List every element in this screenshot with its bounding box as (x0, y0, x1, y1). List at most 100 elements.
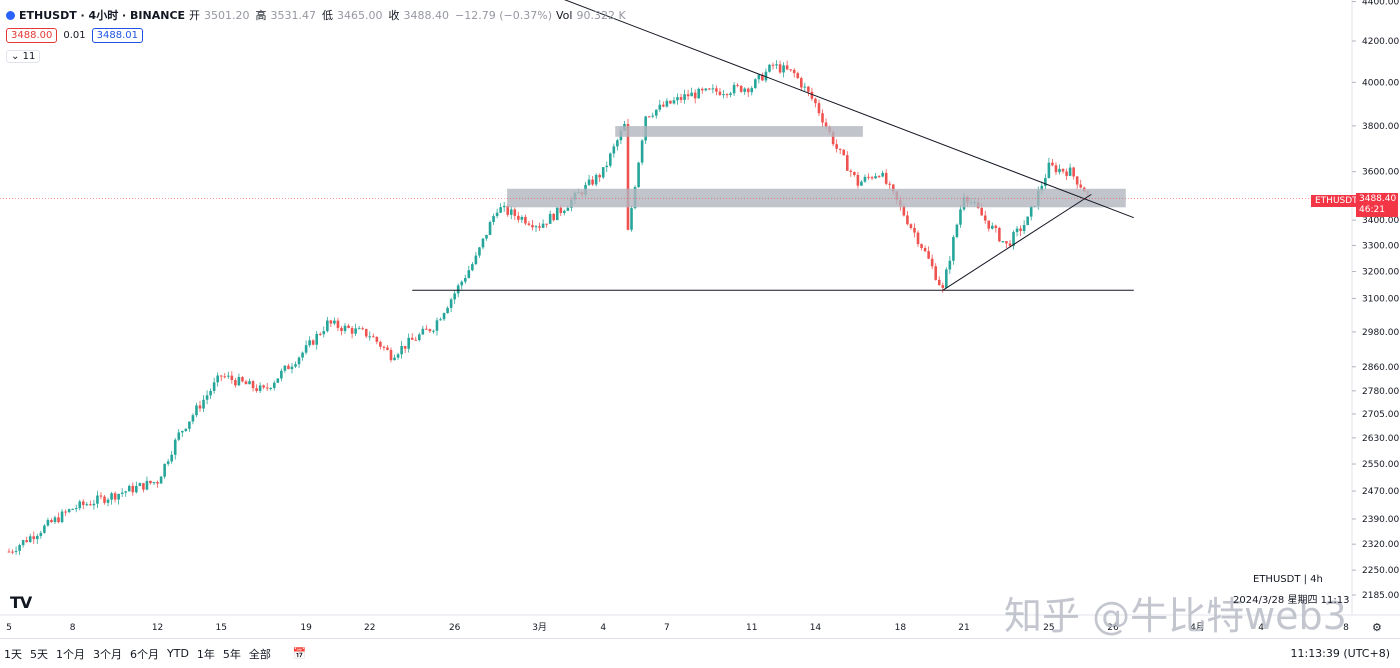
candle-body (492, 216, 495, 223)
sell-button[interactable]: 3488.00 (6, 28, 58, 43)
candle-body (722, 94, 725, 96)
candle-body (142, 483, 145, 490)
candle-body (212, 382, 216, 391)
time-tick-label: 12 (152, 623, 163, 633)
symbol-price-tag: ETHUSDT (1311, 195, 1362, 207)
candle-body (520, 216, 524, 220)
candle-body (255, 388, 258, 392)
candle-body (421, 328, 425, 335)
candle-body (676, 97, 679, 101)
candle-body (50, 519, 53, 523)
candle-body (658, 104, 662, 110)
candle-body (870, 177, 874, 179)
candle-body (209, 390, 212, 396)
candle-body (842, 149, 846, 156)
candle-body (662, 104, 665, 107)
time-axis: 5 8 12 15 19 22 26 3月 4 7 11 14 18 21 25 26 4月 4 8 (0, 614, 1400, 633)
candle-body (1079, 184, 1083, 188)
range-1y[interactable]: 1年 (196, 647, 215, 661)
last-price: 3488.40 (1359, 194, 1397, 204)
price-tick-label: 2550.00 (1362, 460, 1399, 470)
candle-body (594, 174, 598, 185)
range-all[interactable]: 全部 (248, 647, 271, 661)
candle-body (1072, 167, 1075, 177)
candle-body (435, 320, 439, 331)
candle-body (534, 226, 538, 228)
time-tick-label: 19 (300, 623, 312, 633)
bar-countdown: 46:21 (1359, 205, 1385, 215)
time-tick-label: 8 (1343, 623, 1349, 633)
candle-body (952, 237, 955, 261)
candle-body (920, 244, 923, 249)
candle-body (223, 376, 227, 378)
candle-body (746, 88, 750, 93)
gear-icon[interactable]: ⚙ (1372, 621, 1382, 634)
candle-body (372, 336, 375, 338)
candle-body (53, 517, 57, 523)
time-tick-label: 26 (449, 623, 461, 633)
candle-body (25, 540, 28, 543)
price-tick-label: 4200.00 (1362, 37, 1399, 47)
candle-body (877, 176, 881, 178)
candle-body (669, 100, 672, 104)
candle-body (124, 491, 128, 493)
candle-body (881, 172, 884, 177)
high-value: 3531.47 (270, 8, 317, 22)
candle-body (241, 377, 244, 382)
candle-body (587, 179, 591, 185)
symbol-title[interactable]: ETHUSDT · 4小时 · BINANCE (19, 9, 186, 22)
candle-body (290, 366, 294, 370)
clock: 11:13:39 (UTC+8) (1290, 647, 1390, 660)
candle-body (287, 365, 290, 370)
watermark-date: 2024/3/28 星期四 11:13 (1233, 595, 1350, 606)
range-6m[interactable]: 6个月 (130, 647, 159, 661)
calendar-icon[interactable]: 📅 (292, 647, 307, 660)
price-tick-label: 3600.00 (1362, 168, 1399, 178)
candle-body (400, 345, 403, 355)
range-3m[interactable]: 3个月 (93, 647, 122, 661)
range-5d[interactable]: 5天 (30, 647, 48, 661)
candle-body (368, 336, 372, 338)
candle-body (782, 65, 785, 73)
candle-body (202, 399, 205, 409)
tradingview-logo-icon[interactable]: TV (10, 593, 32, 612)
candle-body (697, 88, 701, 99)
spread-value: 0.01 (63, 30, 86, 41)
support-zone (507, 188, 1126, 208)
candle-body (566, 207, 570, 211)
time-tick-label: 21 (958, 623, 969, 633)
candle-body (318, 333, 322, 335)
buy-button[interactable]: 3488.01 (91, 28, 143, 43)
range-1m[interactable]: 1个月 (56, 647, 85, 661)
price-tick-label: 3100.00 (1362, 294, 1399, 304)
range-1d[interactable]: 1天 (4, 647, 22, 661)
candle-body (803, 86, 807, 88)
time-tick-label: 4 (1258, 623, 1264, 633)
candle-body (248, 381, 251, 385)
candle-body (60, 511, 64, 523)
candle-body (343, 325, 347, 332)
trendline (942, 193, 1092, 291)
candle-body (927, 251, 930, 259)
candle-body (1015, 228, 1019, 233)
candle-body (361, 328, 365, 330)
candle-body (205, 395, 209, 400)
candle-body (891, 184, 895, 192)
candle-body (502, 205, 506, 208)
candle-body (955, 224, 959, 238)
price-tick-label: 2780.00 (1362, 387, 1399, 397)
indicators-toggle[interactable]: ⌄ 11 (6, 50, 41, 63)
candle-body (396, 354, 400, 358)
candle-body (799, 78, 803, 88)
candle-body (294, 364, 297, 367)
candle-body (131, 485, 135, 493)
candle-body (428, 329, 432, 332)
candle-body (170, 454, 174, 462)
chart-canvas[interactable]: 4400.00 4200.00 4000.00 3800.00 3600.00 3400.… (0, 0, 1400, 640)
candle-body (120, 492, 124, 494)
range-5y[interactable]: 5年 (222, 647, 241, 661)
candle-body (456, 285, 460, 294)
candle-body (1075, 176, 1079, 185)
range-ytd[interactable]: YTD (167, 647, 189, 660)
candle-body (149, 480, 152, 484)
